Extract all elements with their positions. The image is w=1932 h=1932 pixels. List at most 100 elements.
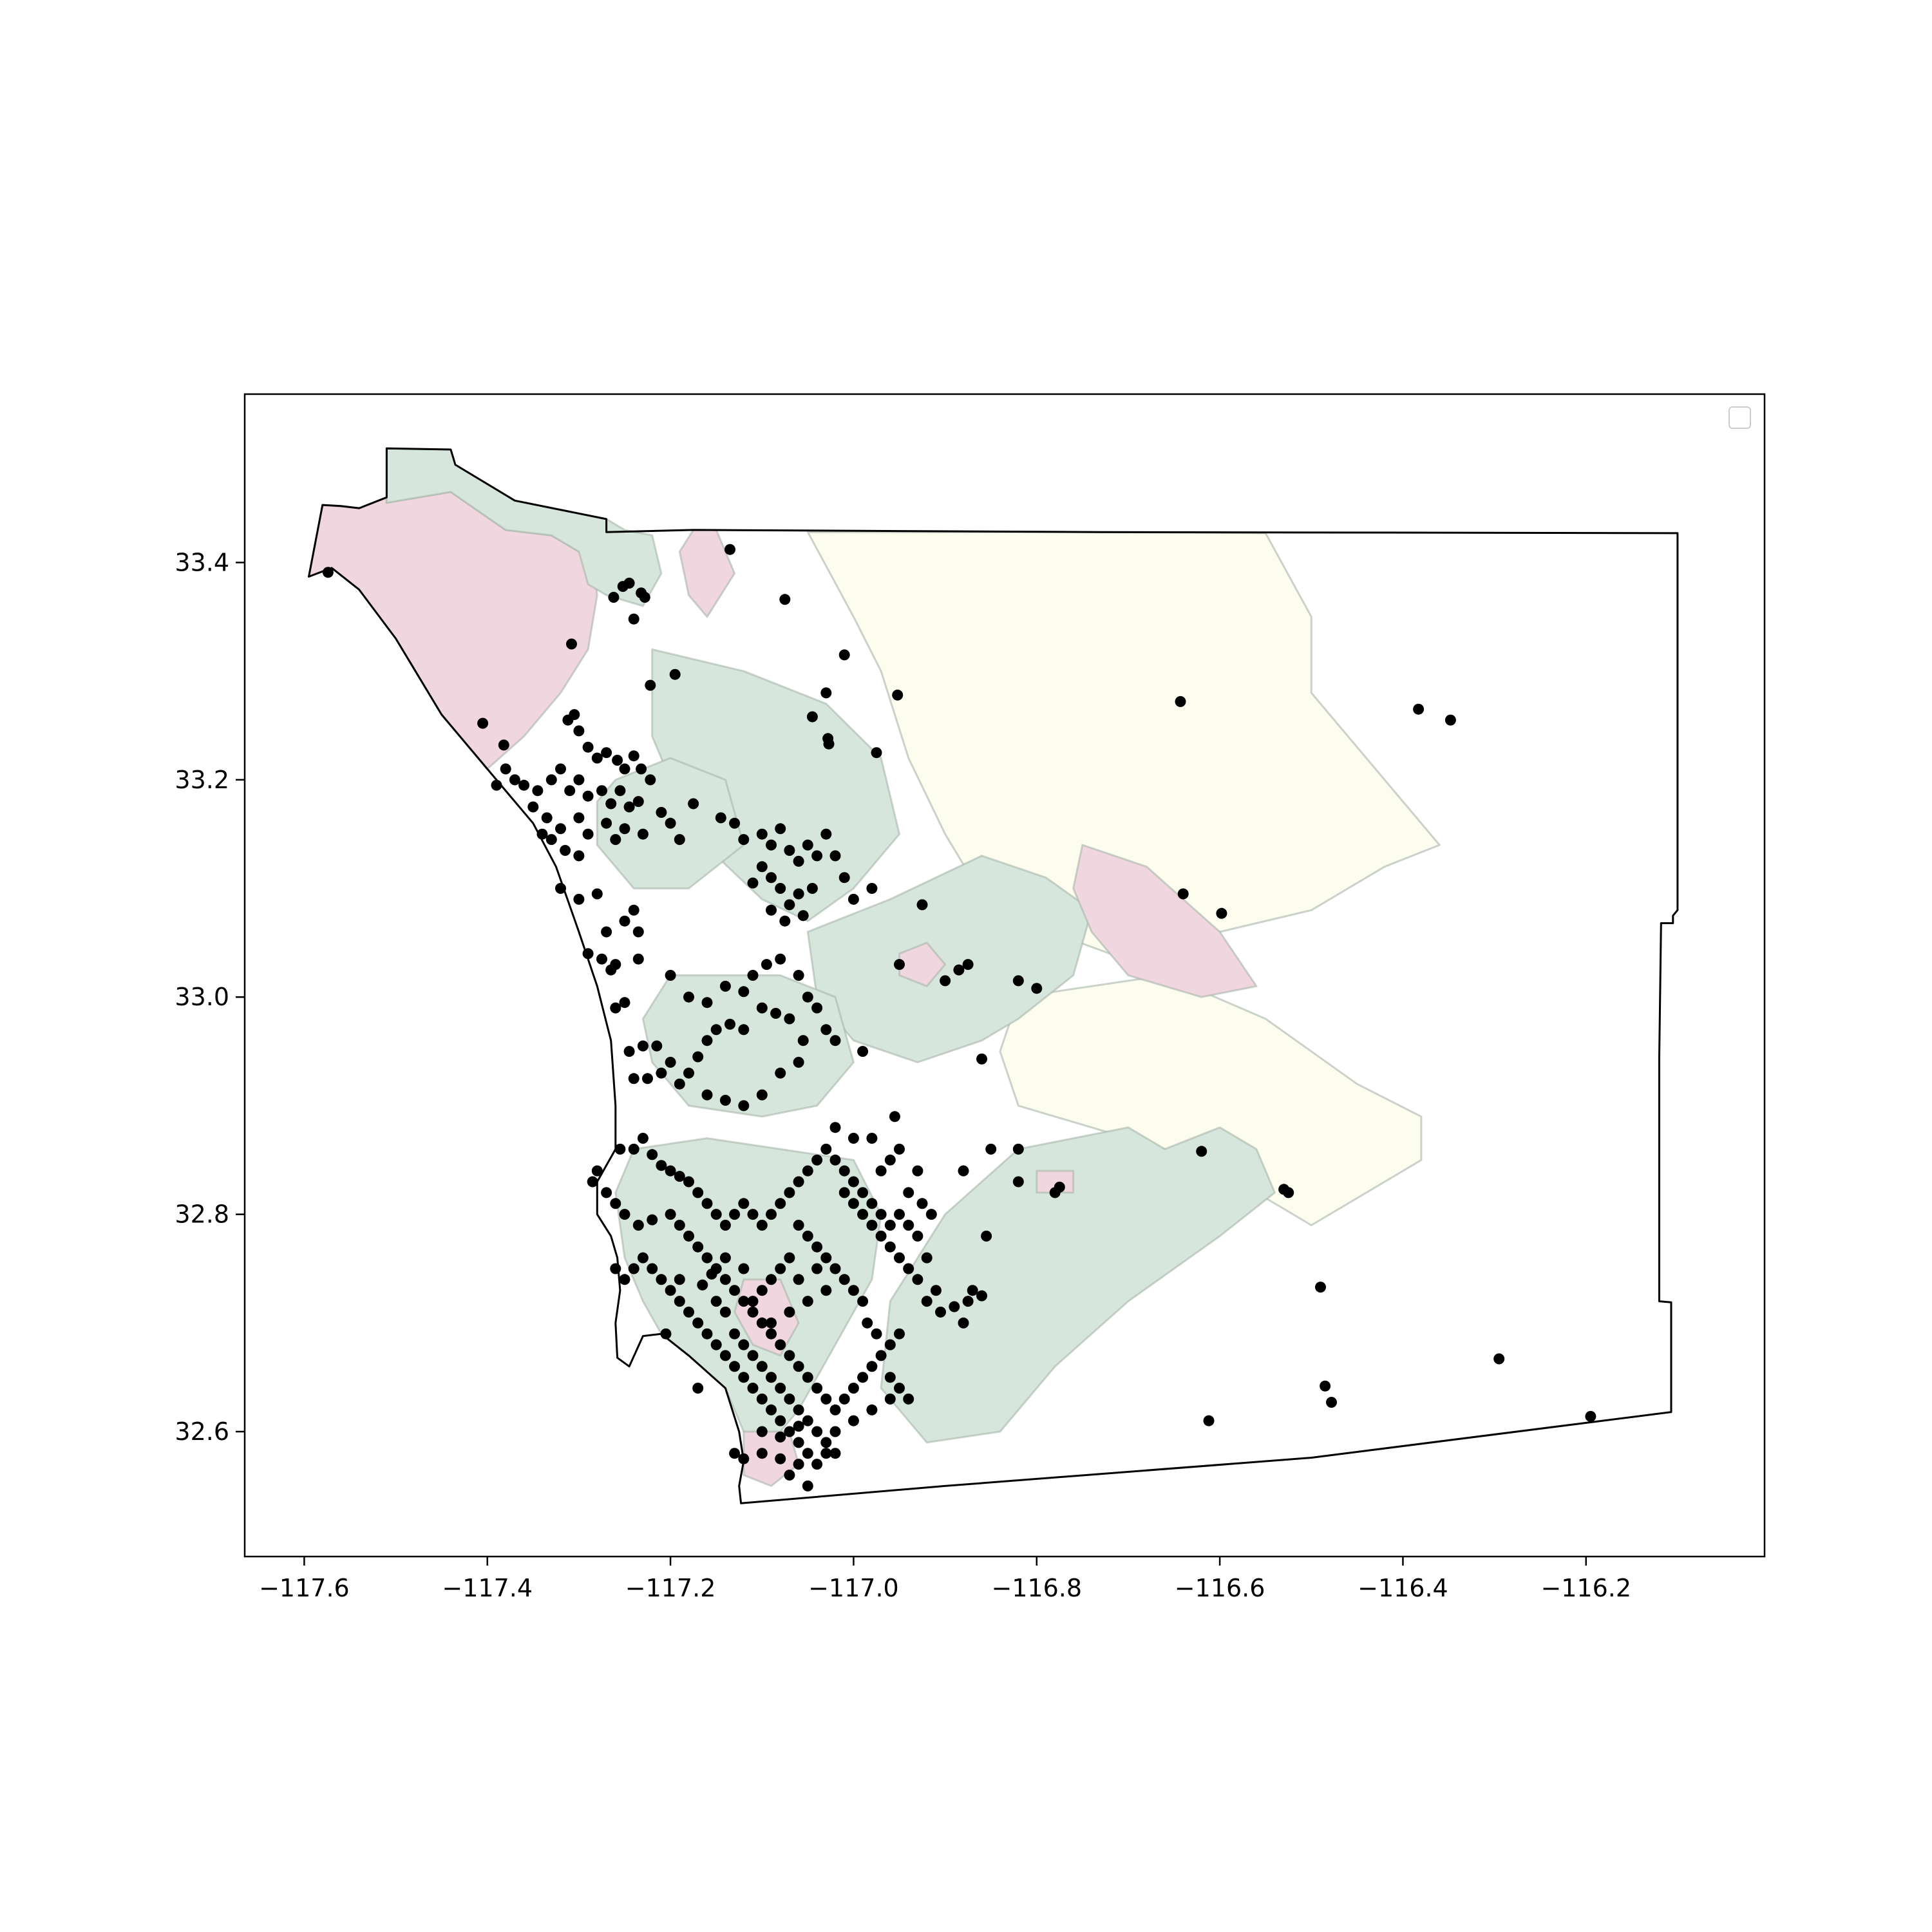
data-point	[582, 948, 594, 960]
data-point	[1216, 907, 1227, 919]
data-point	[610, 834, 621, 846]
data-point	[916, 899, 928, 911]
data-point	[729, 1361, 741, 1372]
data-point	[884, 1220, 896, 1231]
data-point	[637, 828, 649, 840]
data-point	[610, 1198, 621, 1209]
data-point	[806, 711, 818, 723]
region-polygon	[641, 974, 855, 1118]
data-point	[903, 1263, 914, 1274]
data-point	[935, 1306, 946, 1318]
data-point	[976, 1290, 987, 1302]
data-point	[601, 817, 612, 829]
data-point	[784, 1470, 795, 1481]
data-point	[719, 1095, 731, 1106]
data-point	[848, 1285, 859, 1296]
data-point	[623, 578, 635, 589]
data-point	[651, 1040, 663, 1052]
data-point	[683, 1176, 694, 1188]
data-point	[573, 812, 585, 824]
data-point	[1493, 1353, 1505, 1365]
data-point	[784, 1187, 795, 1198]
data-point	[820, 1143, 832, 1155]
data-point	[784, 1252, 795, 1264]
data-point	[532, 785, 544, 797]
data-point	[614, 785, 626, 797]
data-point	[866, 1198, 878, 1209]
data-point	[656, 1160, 667, 1171]
data-point	[784, 845, 795, 856]
data-point	[775, 1415, 786, 1426]
data-point	[884, 1241, 896, 1253]
data-point	[802, 1296, 813, 1307]
data-point	[674, 1171, 685, 1182]
data-point	[981, 1230, 992, 1242]
data-point	[665, 1165, 676, 1177]
data-point	[619, 997, 630, 1009]
data-point	[639, 592, 650, 603]
data-point	[701, 1198, 713, 1209]
data-point	[545, 774, 557, 786]
data-point	[1283, 1187, 1294, 1198]
data-point	[527, 801, 539, 813]
data-point	[665, 970, 676, 981]
data-point	[632, 953, 644, 965]
data-point	[875, 1165, 887, 1177]
data-point	[747, 1306, 759, 1318]
data-point	[1175, 696, 1186, 707]
data-point	[647, 1214, 658, 1226]
data-point	[1054, 1181, 1065, 1193]
data-point	[784, 1306, 795, 1318]
data-point	[738, 1024, 750, 1036]
data-point	[701, 1089, 713, 1101]
data-point	[766, 872, 777, 884]
x-tick-label: −117.2	[625, 1574, 716, 1602]
plot-frame	[243, 393, 1766, 1558]
data-point	[591, 888, 603, 900]
data-point	[645, 774, 656, 786]
data-point	[779, 594, 791, 605]
region-polygon	[999, 974, 1423, 1226]
data-point	[866, 1361, 878, 1372]
data-point	[656, 1274, 667, 1285]
data-point	[949, 1301, 960, 1312]
data-point	[596, 785, 607, 797]
data-point	[683, 1067, 694, 1079]
data-point	[701, 1035, 713, 1046]
data-point	[829, 850, 841, 862]
region-polygons	[308, 447, 1441, 1487]
data-point	[770, 1008, 782, 1019]
data-point	[775, 1383, 786, 1394]
data-point	[894, 1252, 905, 1264]
data-point	[692, 1383, 704, 1394]
data-point	[875, 1230, 887, 1242]
data-point	[555, 763, 566, 775]
data-point	[756, 1361, 768, 1372]
data-point	[1012, 1176, 1024, 1188]
county-boundary	[308, 447, 1679, 1504]
data-point	[829, 1122, 841, 1133]
data-point	[619, 1209, 630, 1220]
data-point	[555, 883, 566, 894]
data-point	[498, 739, 509, 751]
data-point	[857, 1046, 869, 1057]
data-point	[582, 741, 594, 753]
data-point	[838, 1187, 850, 1198]
data-point	[793, 1274, 804, 1285]
data-point	[747, 1383, 759, 1394]
data-point	[729, 1209, 741, 1220]
data-point	[848, 893, 859, 905]
data-point	[536, 828, 548, 840]
data-point	[820, 687, 832, 699]
data-point	[985, 1143, 997, 1155]
data-point	[719, 1274, 731, 1285]
data-point	[636, 763, 647, 775]
data-point	[793, 1057, 804, 1068]
data-point	[610, 1002, 621, 1014]
data-point	[637, 1252, 649, 1264]
data-point	[892, 689, 904, 701]
data-point	[756, 1002, 768, 1014]
data-point	[921, 1252, 933, 1264]
data-point	[784, 1350, 795, 1361]
